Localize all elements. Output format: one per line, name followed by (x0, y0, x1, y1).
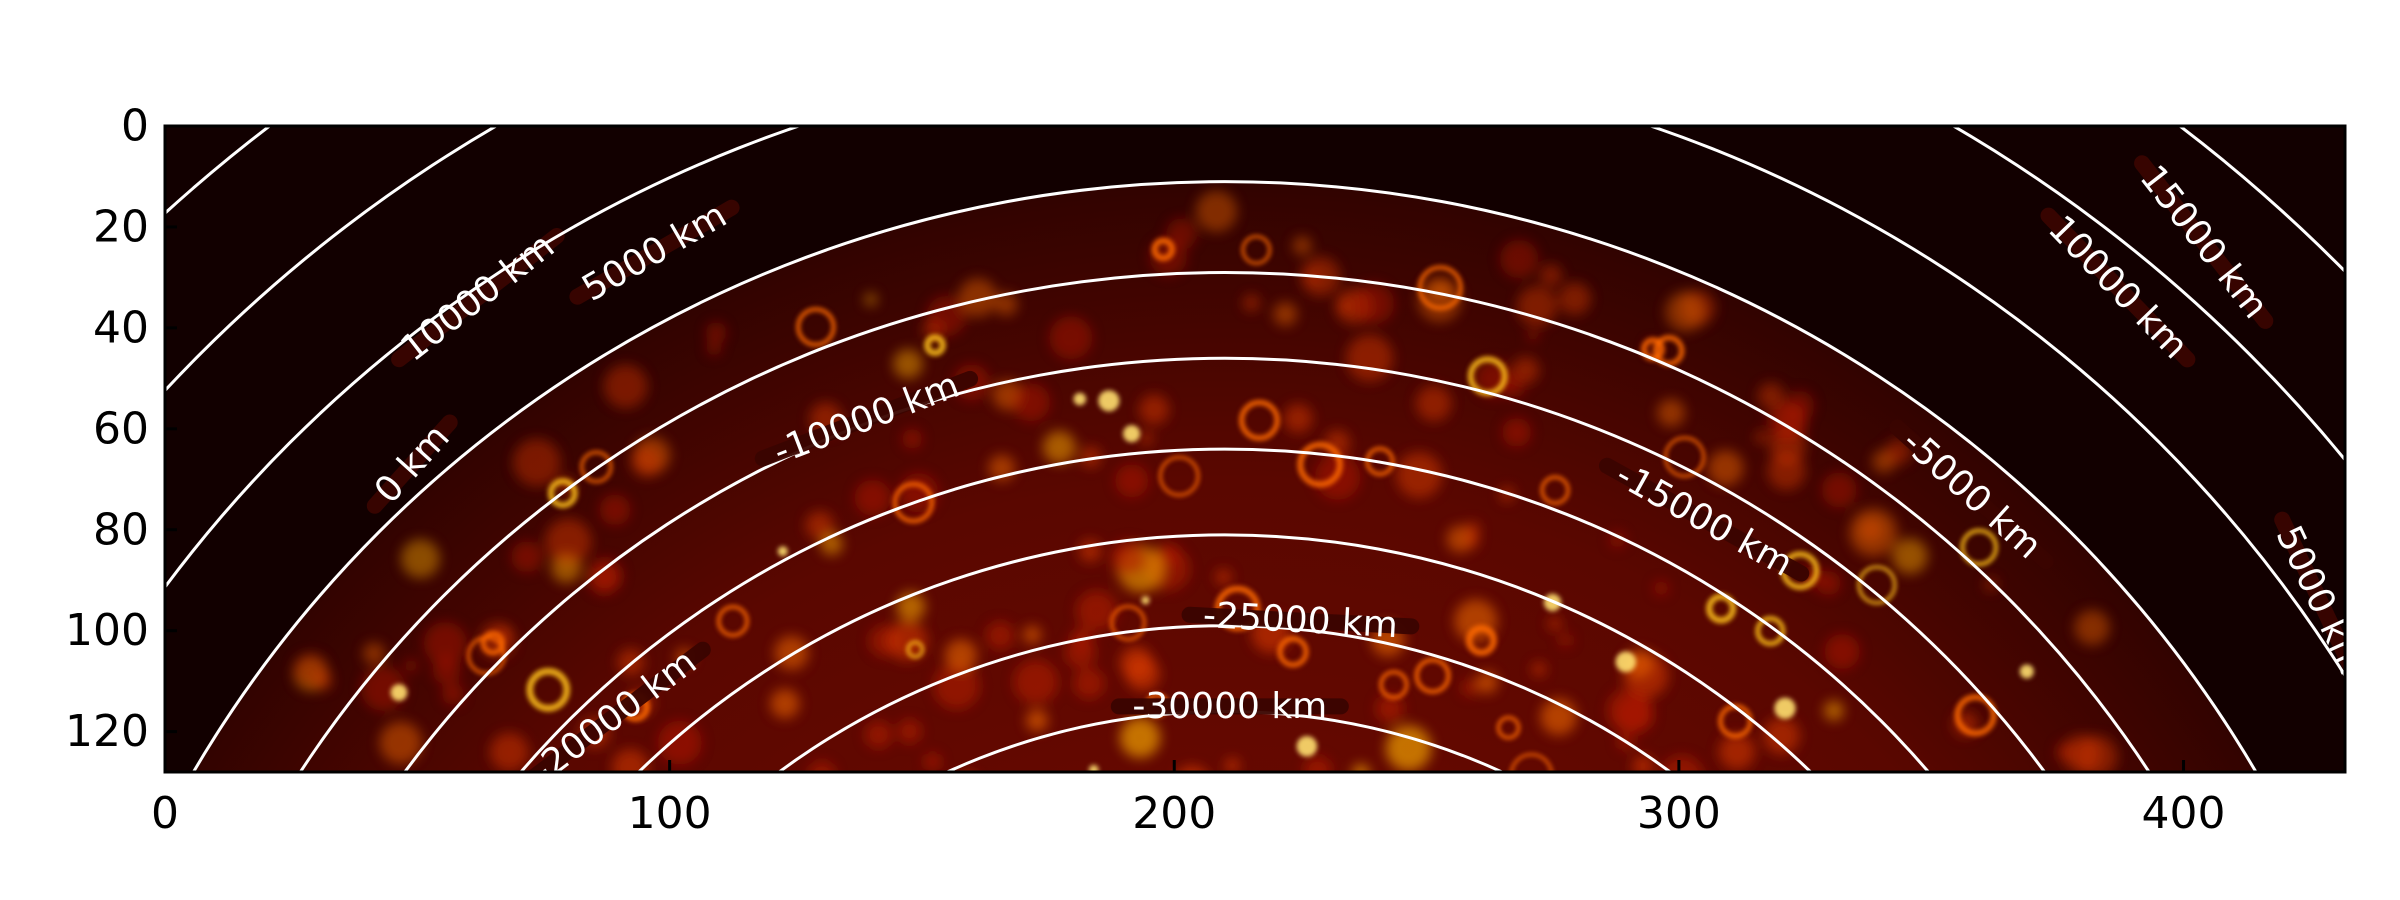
y-tick-label: 40 (93, 302, 149, 353)
y-tick-label: 100 (65, 605, 149, 656)
x-tick-label: 0 (151, 788, 179, 839)
y-tick-label: 80 (93, 504, 149, 555)
x-tick-label: 200 (1132, 788, 1216, 839)
x-tick-label: 100 (628, 788, 712, 839)
y-tick-label: 20 (93, 201, 149, 252)
y-tick-label: 0 (121, 101, 149, 152)
y-tick-label: 60 (93, 403, 149, 454)
x-tick-label: 400 (2142, 788, 2226, 839)
x-tick-label: 300 (1637, 788, 1721, 839)
y-tick-label: 120 (65, 706, 149, 757)
contour-label: -30000 km (1132, 686, 1327, 727)
